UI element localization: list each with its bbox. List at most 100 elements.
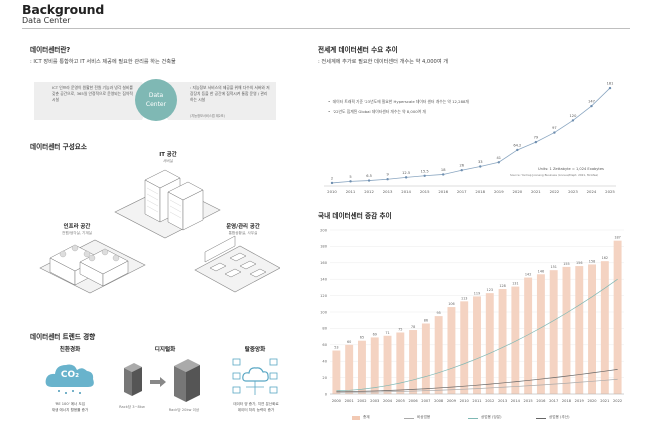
domestic-value-label: 146 <box>538 269 544 273</box>
global-point <box>349 180 352 183</box>
domestic-bar <box>588 264 597 394</box>
domestic-x-tick: 2011 <box>472 399 481 403</box>
domestic-bar <box>383 335 392 394</box>
page-subtitle: Data Center <box>22 16 71 25</box>
global-value-label: 9 <box>386 173 389 177</box>
what-is-heading: 데이터센터란? <box>30 46 71 54</box>
global-point <box>404 176 408 179</box>
domestic-bar <box>370 337 379 394</box>
domestic-value-label: 123 <box>487 288 493 292</box>
global-point <box>590 104 593 108</box>
definition-left-text: ICT 인프라 운영이 원활한 전원 기능과 냉각 설비를 갖춘 공간으로, 3… <box>52 85 133 103</box>
global-value-label: 64.2 <box>513 143 521 147</box>
domestic-y-tick: 40 <box>322 360 327 364</box>
rack-icons <box>118 358 218 402</box>
trends-heading: 데이터센터 트렌드 경향 <box>30 333 96 341</box>
domestic-bar <box>485 293 494 394</box>
domestic-x-tick: 2018 <box>562 399 572 403</box>
domestic-x-tick: 2013 <box>498 399 507 403</box>
domestic-bar <box>345 344 354 394</box>
global-value-label: 5 <box>349 175 351 179</box>
it-space-title: IT 공간 <box>159 152 177 158</box>
domestic-commercial-line <box>336 278 618 392</box>
trend-eco-caption: 'RE 100' 에너 도입 재생 에너지 활용률 증가 <box>51 402 89 412</box>
global-x-tick: 2018 <box>475 189 485 194</box>
global-x-tick: 2016 <box>438 189 448 194</box>
domestic-x-tick: 2020 <box>587 399 597 403</box>
trend-decentral-title: 탈중앙화 <box>244 347 266 353</box>
global-x-tick: 2022 <box>550 189 560 194</box>
definition-right-text: : 지능정보 서비스의 제공을 위해 다수의 서버와 저장장치 등을 한 공간에… <box>190 85 270 103</box>
domestic-y-tick: 120 <box>320 294 328 298</box>
legend-comm: 상업용 (당분) <box>481 415 502 419</box>
global-point <box>330 181 334 185</box>
global-chart-desc: : 전세계에 추가로 필요한 데이터센터 개수는 약 4,000여 개 <box>318 59 449 65</box>
domestic-x-tick: 2009 <box>447 399 457 403</box>
global-value-label: 33 <box>478 160 483 164</box>
what-is-desc: : ICT 장비를 통합하고 IT 서비스 제공에 필요한 관리를 하는 건축물 <box>30 59 176 65</box>
global-chart-heading: 전세계 데이터센터 수요 추이 <box>318 46 398 54</box>
domestic-value-label: 142 <box>525 273 531 277</box>
trend-digital-title: 디지털화 <box>154 347 176 353</box>
circle-label-line2: Center <box>145 101 167 108</box>
global-point <box>534 140 538 144</box>
global-x-tick: 2014 <box>401 189 411 194</box>
global-point <box>423 174 426 177</box>
global-point <box>571 119 575 122</box>
domestic-x-tick: 2003 <box>370 399 379 403</box>
domestic-x-tick: 2022 <box>613 399 622 403</box>
domestic-value-label: 155 <box>563 262 569 266</box>
domestic-value-label: 71 <box>385 331 389 335</box>
domestic-bar <box>396 332 405 394</box>
domestic-value-label: 95 <box>436 311 440 315</box>
definition-arrows <box>34 82 276 120</box>
domestic-bar <box>421 323 430 394</box>
domestic-value-label: 151 <box>550 265 556 269</box>
cloud-icon <box>45 364 94 394</box>
global-demand-chart: 2 2010 5 2011 6.5 2012 9 2013 12.5 2014 15.5 2015 18… <box>324 82 616 194</box>
isometric-rooms <box>39 169 280 294</box>
global-value-label: 6.5 <box>366 174 372 178</box>
domestic-x-tick: 2014 <box>511 399 521 403</box>
domestic-bar <box>562 266 571 394</box>
global-x-tick: 2025 <box>605 189 615 194</box>
rack-large-label: Rack당 20kw 이상 <box>168 408 200 412</box>
network-icon-wrap <box>232 357 278 401</box>
global-value-label: 18 <box>441 168 446 172</box>
infra-space-title: 인프라 공간 <box>63 224 91 230</box>
domestic-x-tick: 2004 <box>383 399 393 403</box>
domestic-x-tick: 2008 <box>434 399 444 403</box>
global-value-label: 12.5 <box>402 171 410 175</box>
global-x-tick: 2019 <box>494 189 504 194</box>
domestic-y-tick: 200 <box>320 228 328 232</box>
domestic-x-tick: 2000 <box>332 399 342 403</box>
domestic-bar <box>524 277 533 394</box>
global-point <box>479 165 482 168</box>
global-units: Units: 1 Zettabyte = 1,024 Exabytes <box>538 167 604 171</box>
components-illustration: IT 공간 서버실 인프라 공간 전원/냉각실, 기계실 운영/관리 공간 통합… <box>30 150 280 310</box>
global-value-label: 97 <box>552 126 557 130</box>
domestic-bar <box>447 307 456 394</box>
global-note-2: • '22년도 집계된 Global 데이터센터 개수는 약 8,000여 개 <box>328 109 426 114</box>
legend-swatch-noncomm <box>404 418 414 419</box>
domestic-noncommercial-line <box>336 378 618 393</box>
global-value-label: 79 <box>534 136 539 140</box>
domestic-value-label: 187 <box>614 236 620 240</box>
domestic-bar <box>549 270 558 394</box>
global-point <box>608 86 612 90</box>
domestic-y-tick: 60 <box>322 343 327 347</box>
global-value-label: 2 <box>331 176 333 180</box>
rack-small-label: Rack당 3~8kw <box>119 405 145 409</box>
global-point <box>386 178 389 181</box>
legend-noncomm: 비상업용 <box>417 415 431 419</box>
domestic-y-tick: 80 <box>322 327 327 331</box>
domestic-x-tick: 2012 <box>485 399 494 403</box>
global-value-label: 41 <box>497 156 502 160</box>
domestic-value-label: 69 <box>373 332 377 336</box>
global-x-tick: 2021 <box>531 189 541 194</box>
global-point <box>460 169 463 172</box>
domestic-x-tick: 2010 <box>460 399 470 403</box>
global-value-label: 181 <box>607 82 614 86</box>
domestic-x-tick: 2016 <box>536 399 546 403</box>
domestic-value-label: 128 <box>499 284 505 288</box>
